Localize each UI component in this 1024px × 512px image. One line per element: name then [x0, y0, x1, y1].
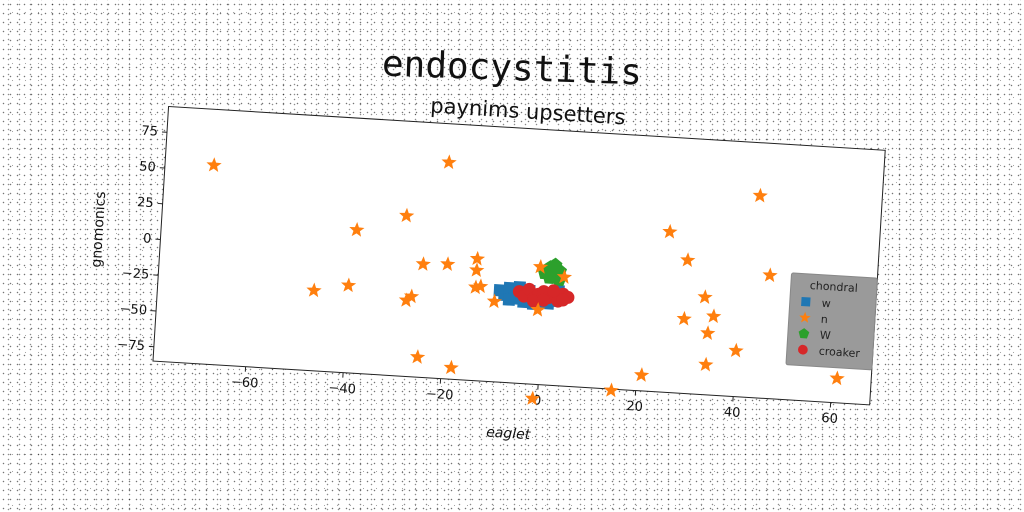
data-point — [398, 292, 415, 308]
y-tick-label: 50 — [139, 159, 156, 175]
data-point — [526, 294, 540, 308]
y-tick-label: −75 — [117, 338, 145, 355]
data-point — [556, 269, 573, 284]
y-axis-label: gnomonics — [89, 191, 110, 268]
data-point — [441, 154, 457, 170]
data-point — [706, 308, 722, 324]
legend-frame — [785, 272, 878, 371]
y-tick-label: 0 — [143, 231, 152, 246]
data-point — [697, 289, 713, 304]
x-tick-label: 20 — [626, 399, 643, 415]
data-point — [399, 207, 415, 223]
data-point — [556, 293, 570, 307]
x-tick-label: 60 — [821, 411, 838, 427]
data-point — [341, 277, 357, 293]
x-tick-label: −20 — [425, 387, 453, 404]
legend-label: croaker — [818, 345, 860, 361]
data-point — [752, 187, 768, 203]
data-point — [524, 390, 541, 406]
y-tick-label: 75 — [141, 124, 158, 140]
data-point — [680, 252, 696, 267]
series-n-points — [206, 154, 845, 406]
legend-marker — [798, 344, 808, 355]
data-point — [532, 259, 549, 274]
data-point — [206, 157, 222, 173]
plot-area — [152, 105, 886, 406]
series-W-points — [537, 257, 568, 286]
data-point — [662, 223, 678, 239]
data-point — [728, 342, 744, 358]
x-tick-label: 40 — [723, 405, 740, 421]
y-tick-label: −25 — [121, 266, 149, 283]
data-point — [676, 310, 692, 326]
data-point — [829, 370, 845, 386]
legend-label: n — [820, 313, 828, 326]
data-point — [306, 282, 322, 298]
data-point — [536, 293, 550, 307]
data-point — [502, 293, 516, 306]
legend-marker — [798, 328, 810, 339]
data-point — [469, 262, 485, 278]
series-croaker-points — [512, 282, 575, 308]
data-point — [473, 278, 489, 294]
x-tick-label: 0 — [533, 393, 542, 408]
data-point — [548, 257, 563, 272]
data-point — [486, 293, 503, 309]
data-point — [443, 359, 459, 375]
data-point — [440, 256, 456, 271]
legend-marker — [801, 297, 811, 307]
data-point — [403, 288, 420, 304]
x-axis-label: eaglet — [486, 425, 531, 444]
data-point — [468, 279, 484, 295]
x-tick-label: −40 — [328, 381, 356, 398]
legend-title: chondral — [809, 279, 858, 295]
x-tick-label: −60 — [230, 375, 258, 392]
data-point — [530, 301, 546, 317]
legend-marker — [799, 311, 811, 323]
data-point — [547, 284, 561, 298]
y-tick-label: 25 — [137, 195, 154, 211]
data-point — [410, 349, 426, 364]
data-point — [698, 356, 714, 372]
data-point — [634, 367, 650, 382]
data-point — [700, 325, 716, 340]
data-point — [603, 382, 619, 398]
data-point — [415, 256, 431, 271]
legend-label: w — [821, 297, 831, 311]
data-point — [349, 221, 365, 237]
data-point — [469, 250, 486, 266]
data-point — [762, 267, 778, 283]
legend-label: W — [819, 329, 831, 343]
y-tick-label: −50 — [119, 302, 147, 319]
